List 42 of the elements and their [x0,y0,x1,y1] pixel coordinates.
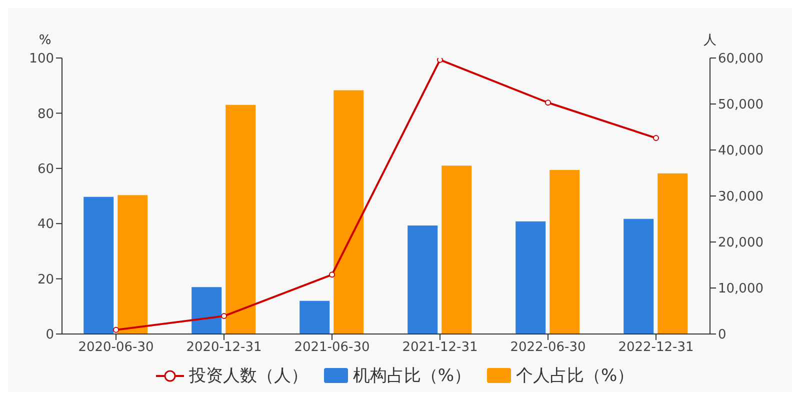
y2-tick-label: 20,000 [718,236,764,251]
bar [300,300,330,334]
y2-tick-label: 50,000 [718,98,764,113]
y-tick-label: 100 [29,52,54,67]
bar [334,90,364,334]
bar [408,226,438,334]
y2-tick-label: 0 [718,328,726,343]
bar [516,221,546,334]
y2-tick-label: 60,000 [718,52,764,67]
y-tick-label: 80 [37,106,54,122]
y-tick-label: 0 [46,328,54,343]
y2-tick-label: 30,000 [718,190,764,205]
bar [658,173,688,334]
y2-axis-title: 人 [704,33,716,48]
legend-label: 投资人数（人） [188,365,308,387]
x-tick-label: 2020-12-31 [186,340,262,356]
point [437,58,443,63]
bar [442,166,472,334]
x-tick-label: 2020-06-30 [78,340,154,356]
y-tick-label: 60 [37,162,54,178]
point [221,313,227,320]
bar [192,287,222,334]
bar [118,195,148,334]
bar [624,218,654,334]
bar [84,196,114,334]
y-tick-label: 20 [37,272,54,288]
y2-tick-label: 40,000 [718,144,764,159]
x-tick-label: 2021-06-30 [294,340,370,356]
legend-label: 个人占比（%） [516,365,634,387]
point [653,135,659,142]
x-tick-label: 2022-12-31 [618,340,694,356]
legend-label: 机构占比（%） [352,365,471,387]
bar [550,170,580,334]
x-tick-label: 2022-06-30 [510,340,586,356]
bar [226,104,256,334]
point [329,272,335,278]
x-tick-label: 2021-12-31 [402,340,478,356]
y-tick-label: 40 [37,217,54,232]
y2-tick-label: 10,000 [718,282,764,297]
y-axis-title: % [38,33,52,48]
point [113,326,119,333]
point [545,100,551,106]
